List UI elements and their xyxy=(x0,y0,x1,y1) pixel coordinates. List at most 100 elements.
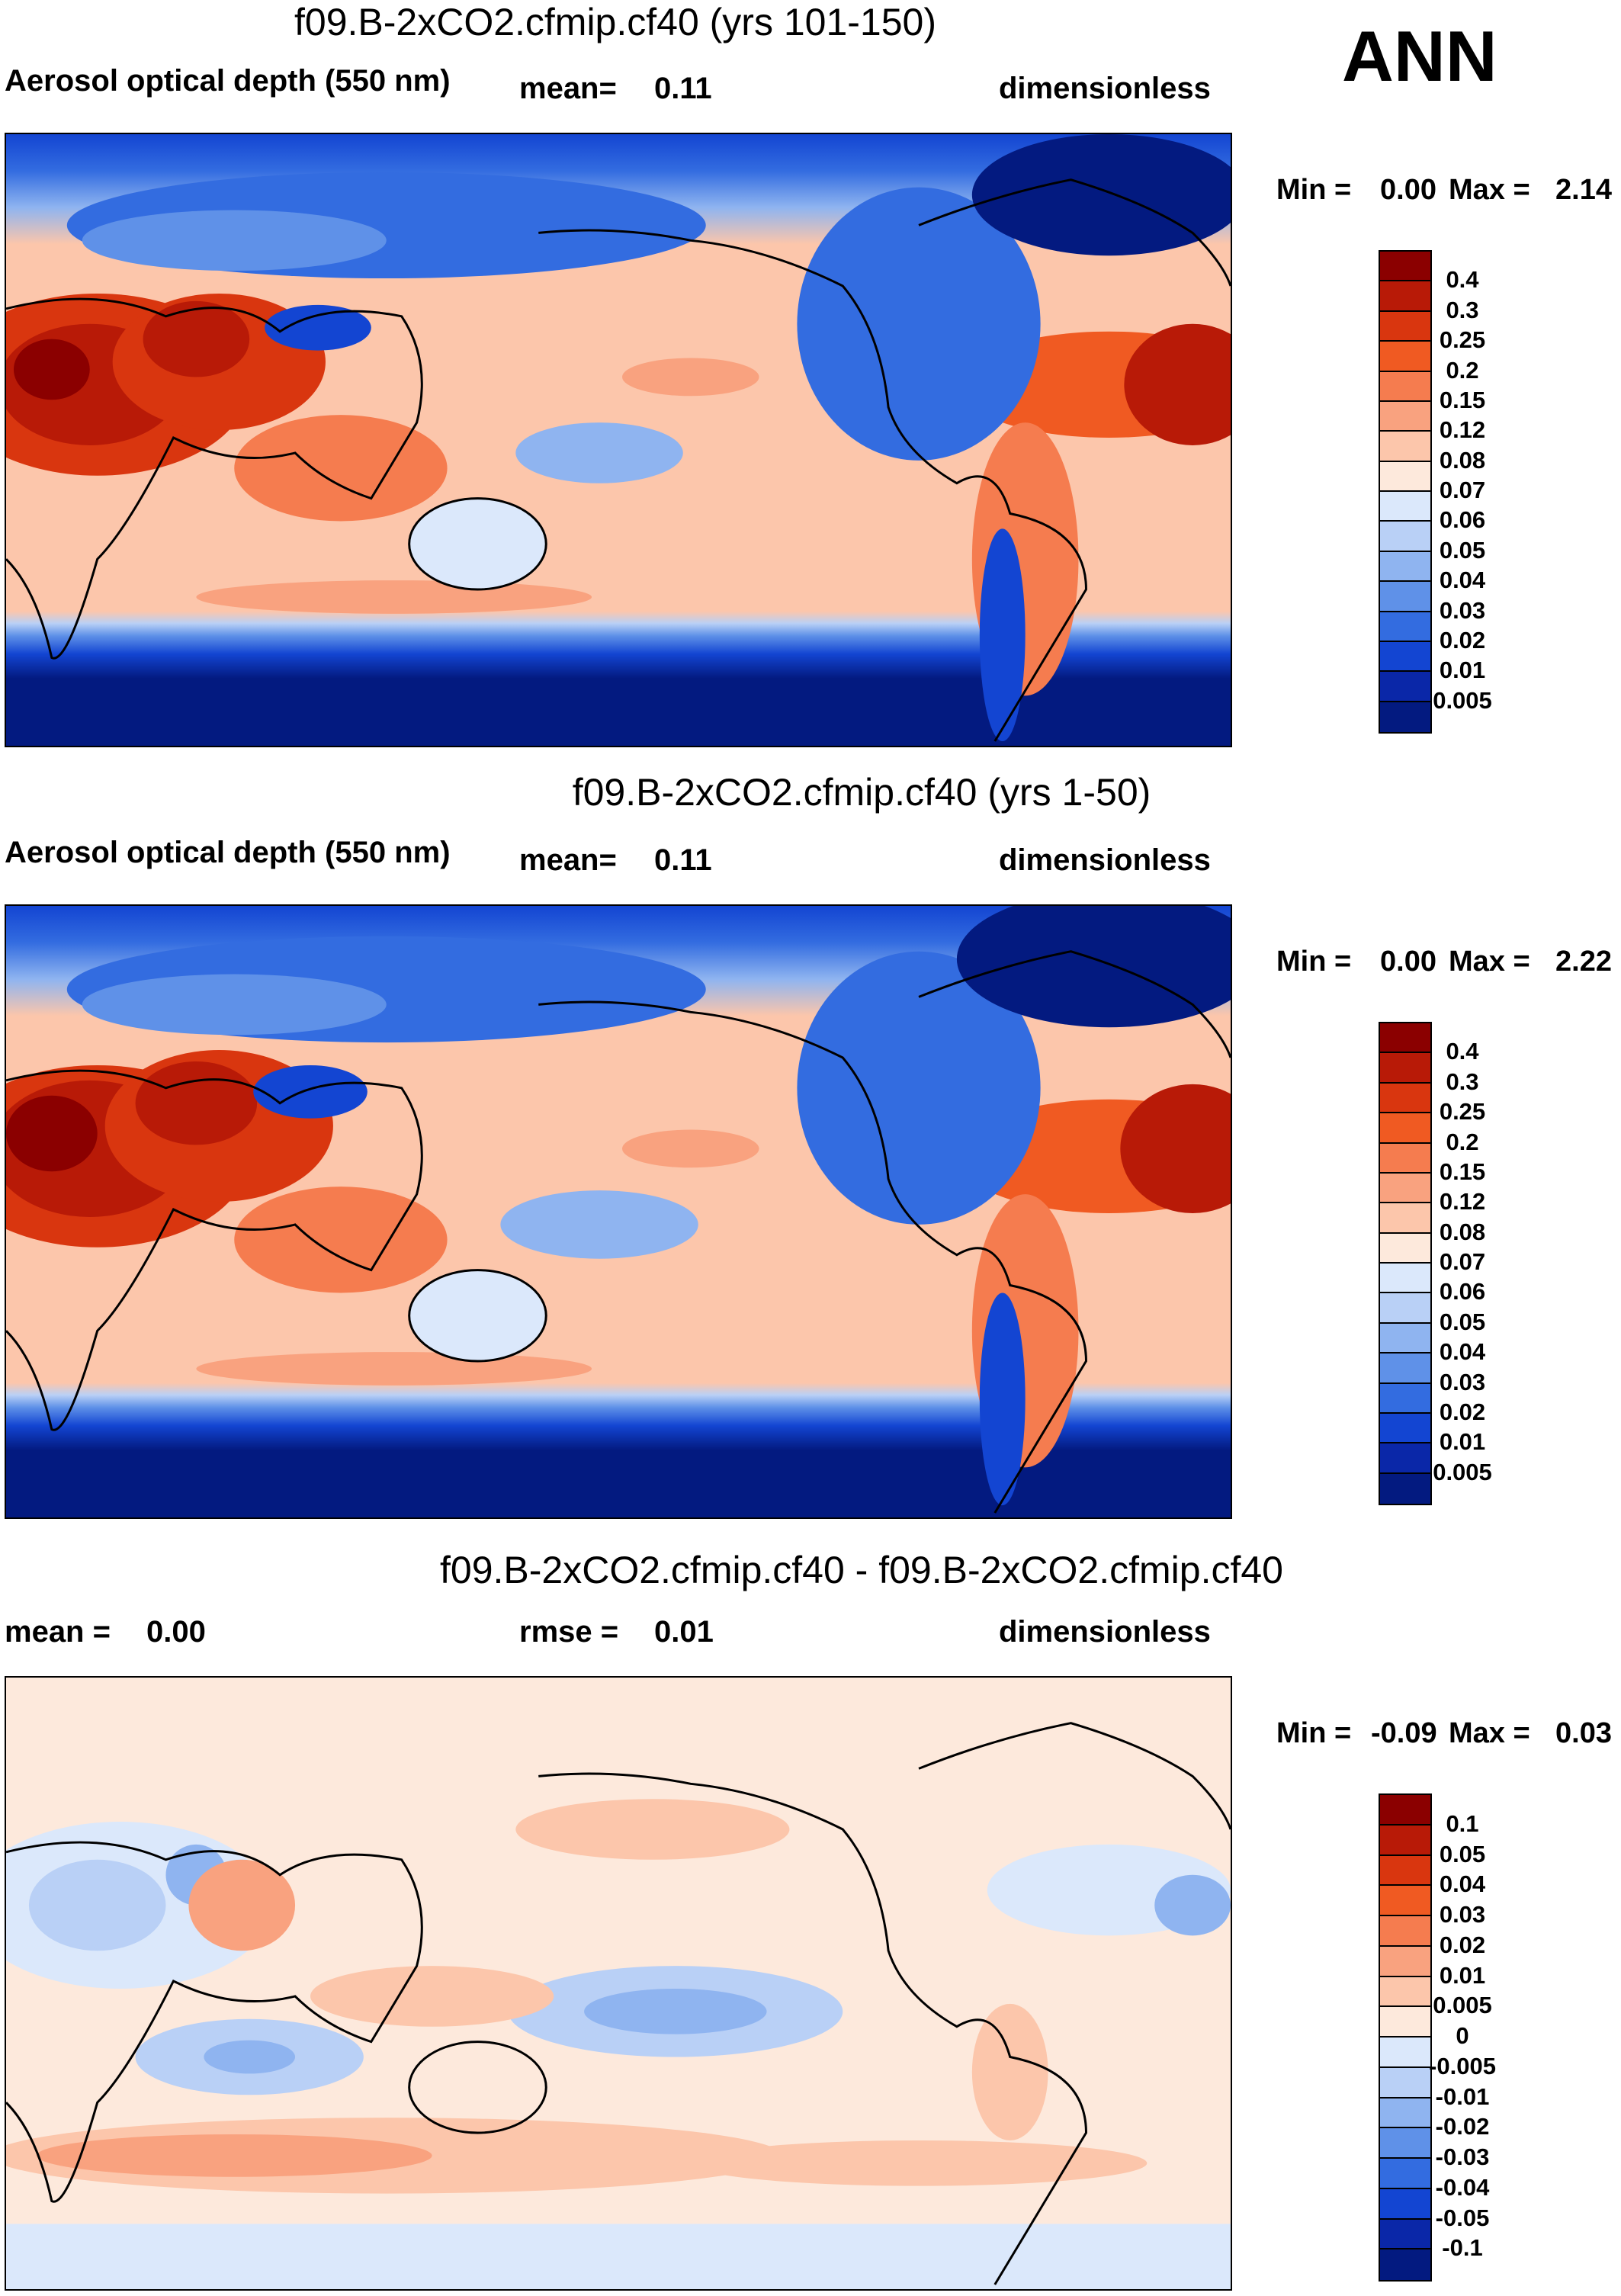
panel3-colorbar-swatch xyxy=(1380,2219,1430,2250)
panel3-colorbar-swatch xyxy=(1380,1976,1430,2008)
panel3-colorbar-swatch xyxy=(1380,1886,1430,1916)
panel2-max-value: 2.22 xyxy=(1555,946,1612,978)
panel1-colorbar-label: 0.12 xyxy=(1439,416,1486,444)
panel3-colorbar-label: 0.02 xyxy=(1439,1931,1486,1958)
panel1-colorbar xyxy=(1379,250,1432,734)
panel2-colorbar-swatch xyxy=(1380,1323,1430,1354)
panel1-north-america-low xyxy=(797,187,1041,461)
panel1-colorbar-swatch xyxy=(1380,522,1430,552)
panel2-mean-value: 0.11 xyxy=(654,843,712,877)
panel1-australia xyxy=(408,497,547,591)
panel3-colorbar-swatch xyxy=(1380,1855,1430,1887)
panel1-colorbar-swatch xyxy=(1380,461,1430,492)
panel2-colorbar-label: 0.07 xyxy=(1439,1248,1486,1275)
panel2-colorbar-label: 0.03 xyxy=(1439,1368,1486,1395)
panel1-max-value: 2.14 xyxy=(1555,174,1612,206)
panel3-min-label: Min = xyxy=(1276,1717,1352,1749)
panel3-colorbar-label: -0.01 xyxy=(1435,2082,1490,2110)
panel3-colorbar-label: 0 xyxy=(1456,2022,1469,2049)
panel2-colorbar-label: 0.3 xyxy=(1446,1068,1479,1095)
panel3-colorbar-label: 0.01 xyxy=(1439,1961,1486,1989)
panel1-colorbar-swatch xyxy=(1380,432,1430,462)
panel3-mean-value: 0.00 xyxy=(146,1615,206,1649)
panel2-colorbar-label: 0.25 xyxy=(1439,1098,1486,1126)
panel3-colorbar-swatch xyxy=(1380,2067,1430,2099)
panel1-map xyxy=(5,133,1232,747)
panel2-coastline xyxy=(6,950,1231,1514)
panel1-colorbar-label: 0.02 xyxy=(1439,626,1486,653)
panel2-colorbar-swatch xyxy=(1380,1083,1430,1114)
panel1-min-value: 0.00 xyxy=(1380,174,1436,206)
panel1-colorbar-swatch xyxy=(1380,612,1430,642)
panel3-australia xyxy=(408,2041,547,2134)
panel3-max-label: Max = xyxy=(1449,1717,1530,1749)
panel3-colorbar-label: 0.1 xyxy=(1446,1810,1479,1837)
panel1-coastline xyxy=(6,178,1231,742)
panel1-colorbar-label: 0.3 xyxy=(1446,296,1479,323)
panel2-colorbar-label: 0.2 xyxy=(1446,1128,1479,1155)
panel3-colorbar-swatch xyxy=(1380,2188,1430,2220)
panel2-north-america-low xyxy=(797,951,1041,1225)
panel3-colorbar-swatch xyxy=(1380,1795,1430,1826)
panel1-colorbar-label: 0.03 xyxy=(1439,596,1486,624)
panel2-colorbar-swatch xyxy=(1380,1203,1430,1234)
panel1-colorbar-label: 0.2 xyxy=(1446,356,1479,384)
panel2-colorbar-label: 0.005 xyxy=(1433,1458,1492,1485)
panel2-colorbar-swatch xyxy=(1380,1143,1430,1174)
panel3-colorbar-swatch xyxy=(1380,1946,1430,1977)
panel1-tibet-low xyxy=(265,304,371,351)
panel3-colorbar-swatch xyxy=(1380,2159,1430,2189)
panel1-variable-label: Aerosol optical depth (550 nm) xyxy=(5,64,451,98)
panel2-colorbar-label: 0.02 xyxy=(1439,1398,1486,1425)
panel3-colorbar-label: 0.04 xyxy=(1439,1871,1486,1898)
panel1-colorbar-label: 0.04 xyxy=(1439,567,1486,594)
panel1-colorbar-swatch xyxy=(1380,702,1430,732)
panel2-colorbar-swatch xyxy=(1380,1354,1430,1384)
panel3-colorbar-swatch xyxy=(1380,2249,1430,2280)
panel3-rmse-value: 0.01 xyxy=(654,1615,714,1649)
panel2-colorbar-swatch xyxy=(1380,1443,1430,1474)
panel3-colorbar-label: -0.005 xyxy=(1429,2052,1496,2079)
panel1-colorbar-label: 0.06 xyxy=(1439,506,1486,534)
panel2-mean-label: mean= xyxy=(519,843,617,877)
panel1-colorbar-swatch xyxy=(1380,371,1430,402)
panel2-colorbar-label: 0.06 xyxy=(1439,1278,1486,1305)
panel1-colorbar-swatch xyxy=(1380,492,1430,522)
panel3-max-value: 0.03 xyxy=(1555,1717,1612,1749)
panel2-colorbar-swatch xyxy=(1380,1264,1430,1294)
panel2-colorbar-label: 0.01 xyxy=(1439,1428,1486,1456)
panel1-colorbar-swatch xyxy=(1380,641,1430,673)
panel2-colorbar-swatch xyxy=(1380,1233,1430,1264)
panel3-colorbar-swatch xyxy=(1380,1825,1430,1856)
panel2-title: f09.B-2xCO2.cfmip.cf40 (yrs 1-50) xyxy=(572,771,1151,814)
panel3-colorbar-label: 0.005 xyxy=(1433,1992,1492,2019)
panel1-colorbar-label: 0.08 xyxy=(1439,446,1486,474)
panel3-colorbar-label: 0.05 xyxy=(1439,1840,1486,1867)
panel2-colorbar-swatch xyxy=(1380,1383,1430,1414)
season-label: ANN xyxy=(1342,16,1497,96)
panel2-colorbar-label: 0.15 xyxy=(1439,1158,1486,1185)
panel1-colorbar-label: 0.01 xyxy=(1439,657,1486,684)
panel2-tibet-low xyxy=(253,1065,368,1119)
panel1-max-label: Max = xyxy=(1449,174,1530,206)
panel1-colorbar-swatch xyxy=(1380,342,1430,372)
panel2-variable-label: Aerosol optical depth (550 nm) xyxy=(5,836,451,869)
panel3-units: dimensionless xyxy=(999,1615,1211,1649)
panel1-colorbar-label: 0.4 xyxy=(1446,266,1479,294)
panel1-units: dimensionless xyxy=(999,72,1211,105)
panel2-min-label: Min = xyxy=(1276,946,1352,978)
panel3-colorbar-label: -0.02 xyxy=(1435,2113,1490,2140)
panel2-colorbar-label: 0.05 xyxy=(1439,1308,1486,1335)
panel2-units: dimensionless xyxy=(999,843,1211,877)
panel1-colorbar-swatch xyxy=(1380,672,1430,702)
panel3-colorbar-label: 0.03 xyxy=(1439,1901,1486,1928)
panel2-australia xyxy=(408,1269,547,1363)
panel3-title: f09.B-2xCO2.cfmip.cf40 - f09.B-2xCO2.cfm… xyxy=(440,1549,1283,1591)
panel2-max-label: Max = xyxy=(1449,946,1530,978)
panel3-coastline xyxy=(6,1722,1231,2285)
panel3-colorbar-label: -0.1 xyxy=(1442,2234,1483,2262)
panel1-colorbar-swatch xyxy=(1380,582,1430,612)
panel2-colorbar-swatch xyxy=(1380,1053,1430,1084)
panel2-colorbar-label: 0.12 xyxy=(1439,1188,1486,1215)
panel3-colorbar-swatch xyxy=(1380,2037,1430,2068)
